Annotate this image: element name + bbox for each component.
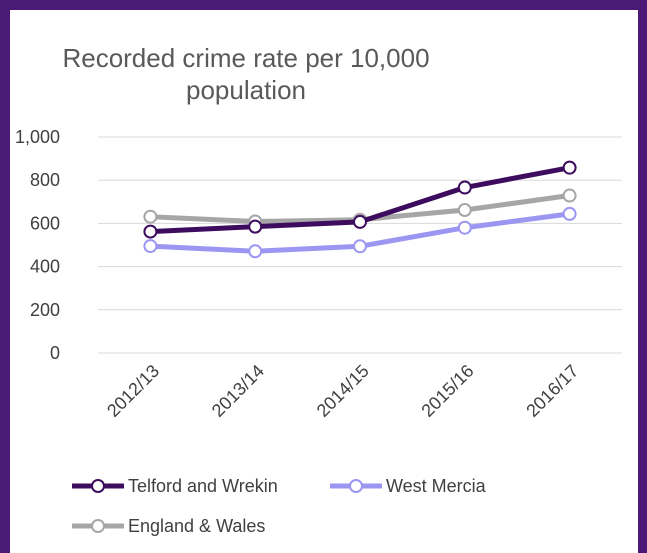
y-tick-label: 800 <box>30 170 60 190</box>
x-tick-label: 2013/14 <box>208 361 268 421</box>
legend-swatch-marker <box>349 479 363 493</box>
x-tick-label: 2012/13 <box>103 361 163 421</box>
legend-item: England & Wales <box>72 516 265 536</box>
x-tick-label: 2014/15 <box>313 361 373 421</box>
y-tick-label: 200 <box>30 300 60 320</box>
legend-label: West Mercia <box>386 476 487 496</box>
legend-swatch-marker <box>91 519 105 533</box>
data-point <box>143 209 158 224</box>
series-0 <box>143 160 577 239</box>
chart-title: Recorded crime rate per 10,000 populatio… <box>62 43 429 105</box>
legend-label: Telford and Wrekin <box>128 476 278 496</box>
data-point <box>562 206 577 221</box>
series-1 <box>143 206 577 259</box>
line-chart: Recorded crime rate per 10,000 populatio… <box>15 43 622 536</box>
gridlines <box>98 136 622 354</box>
series-lines <box>143 160 577 259</box>
x-tick-label: 2015/16 <box>417 361 477 421</box>
y-tick-label: 0 <box>50 343 60 363</box>
data-point <box>353 214 367 229</box>
legend-label: England & Wales <box>128 516 265 536</box>
legend: Telford and Wrekin West Mercia England & W… <box>72 476 487 536</box>
data-point <box>248 219 263 234</box>
y-tick-label: 1,000 <box>15 127 60 147</box>
chart-frame: Recorded crime rate per 10,000 populatio… <box>10 10 638 553</box>
y-tick-label: 600 <box>30 213 60 233</box>
data-point <box>457 180 472 195</box>
legend-item: Telford and Wrekin <box>72 476 278 496</box>
chart-title-line-2: population <box>186 75 306 105</box>
legend-item: West Mercia <box>330 476 487 496</box>
data-point <box>562 160 577 175</box>
data-point <box>353 239 367 254</box>
legend-swatch-marker <box>91 479 105 493</box>
data-point <box>143 224 158 239</box>
y-tick-label: 400 <box>30 257 60 277</box>
x-axis-tick-labels: 2012/13 2013/14 2014/15 2015/16 2016/17 <box>103 361 582 421</box>
x-tick-label: 2016/17 <box>522 361 582 421</box>
data-point <box>143 239 158 254</box>
data-point <box>457 203 472 218</box>
data-point <box>248 244 263 259</box>
chart-title-line-1: Recorded crime rate per 10,000 <box>62 43 429 73</box>
data-point <box>562 188 577 203</box>
y-axis-tick-labels: 0 200 400 600 800 1,000 <box>15 127 60 363</box>
data-point <box>457 220 472 235</box>
